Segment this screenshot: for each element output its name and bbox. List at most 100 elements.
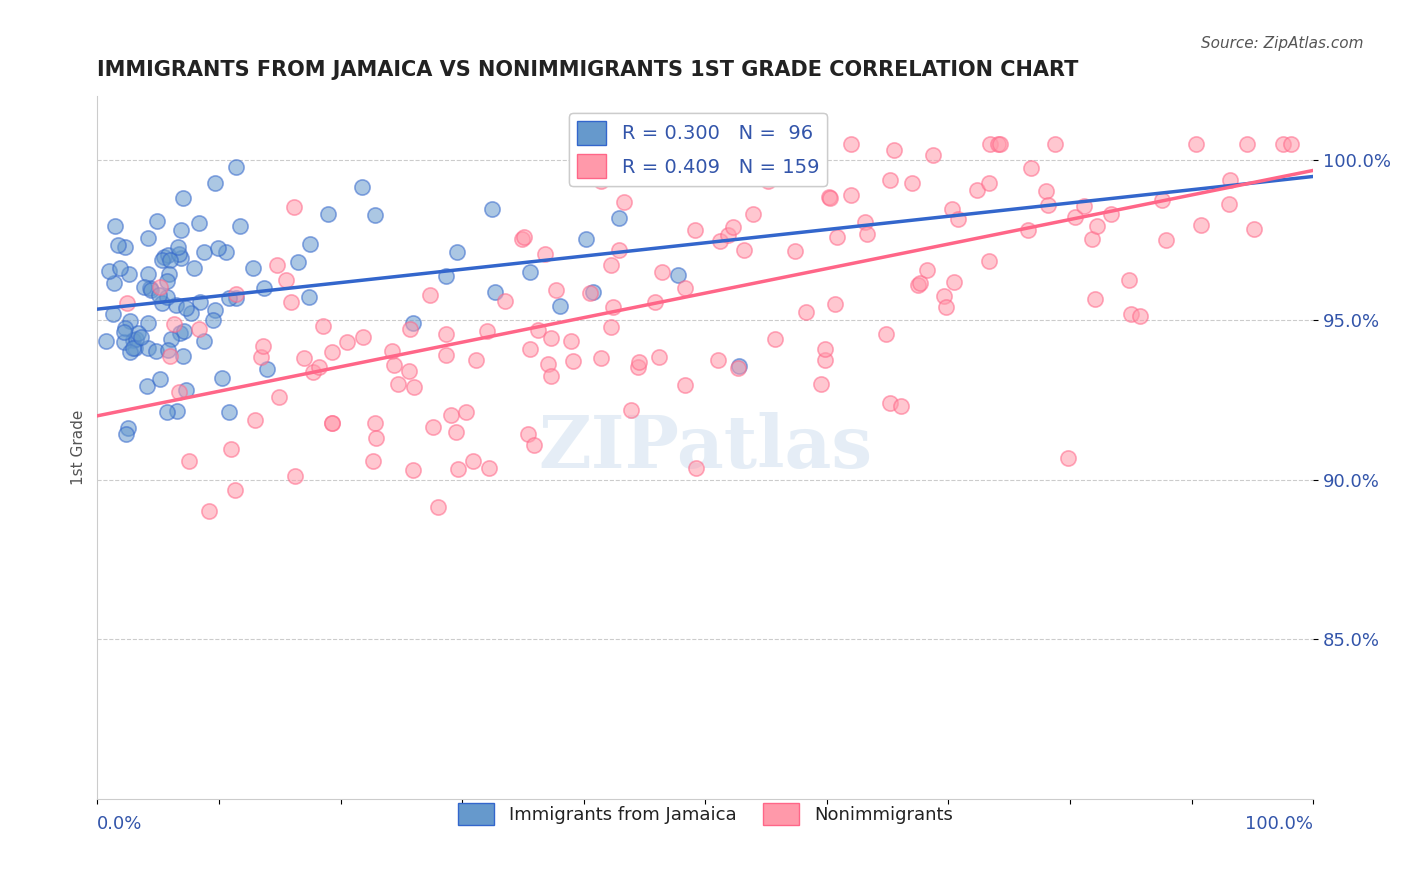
Point <box>921 148 943 162</box>
Point <box>312 318 335 333</box>
Point <box>464 352 486 367</box>
Point <box>298 290 321 304</box>
Point <box>136 267 159 281</box>
Point <box>1236 137 1258 152</box>
Point <box>825 229 848 244</box>
Point <box>934 289 956 303</box>
Point <box>148 288 170 302</box>
Point <box>519 342 541 356</box>
Point <box>478 461 501 475</box>
Point <box>156 405 179 419</box>
Point <box>875 326 897 341</box>
Point <box>966 183 988 197</box>
Point <box>387 376 409 391</box>
Point <box>651 265 673 279</box>
Point <box>187 216 209 230</box>
Point <box>1099 206 1122 220</box>
Point <box>146 214 169 228</box>
Point <box>673 281 696 295</box>
Point <box>120 313 142 327</box>
Point <box>727 361 749 376</box>
Point <box>1279 137 1302 152</box>
Point <box>250 350 273 364</box>
Point <box>302 365 325 379</box>
Point <box>1118 273 1140 287</box>
Point <box>758 163 780 178</box>
Point <box>174 301 197 315</box>
Point <box>169 246 191 260</box>
Point <box>122 333 145 347</box>
Point <box>910 276 932 290</box>
Point <box>402 380 425 394</box>
Point <box>855 227 877 241</box>
Point <box>1019 161 1042 176</box>
Point <box>157 267 180 281</box>
Point <box>941 202 963 217</box>
Point <box>440 409 463 423</box>
Point <box>917 263 939 277</box>
Point <box>225 160 247 174</box>
Point <box>513 230 536 244</box>
Point <box>172 191 194 205</box>
Point <box>398 364 420 378</box>
Point <box>165 298 187 312</box>
Point <box>114 320 136 334</box>
Point <box>607 211 630 225</box>
Point <box>115 296 138 310</box>
Text: Source: ZipAtlas.com: Source: ZipAtlas.com <box>1201 36 1364 51</box>
Point <box>644 295 666 310</box>
Point <box>1035 184 1057 198</box>
Point <box>110 261 132 276</box>
Point <box>167 240 190 254</box>
Point <box>673 377 696 392</box>
Point <box>112 325 135 339</box>
Point <box>124 341 146 355</box>
Point <box>148 372 170 386</box>
Point <box>218 405 240 419</box>
Point <box>519 264 541 278</box>
Point <box>274 273 297 287</box>
Point <box>987 137 1010 152</box>
Point <box>160 332 183 346</box>
Point <box>98 264 121 278</box>
Point <box>1271 137 1294 152</box>
Point <box>890 399 912 413</box>
Point <box>1218 197 1240 211</box>
Point <box>174 384 197 398</box>
Point <box>612 194 634 209</box>
Point <box>546 283 568 297</box>
Point <box>170 251 193 265</box>
Point <box>948 211 970 226</box>
Point <box>242 261 264 276</box>
Point <box>666 268 689 283</box>
Point <box>136 379 159 393</box>
Point <box>361 454 384 468</box>
Point <box>977 176 1000 190</box>
Point <box>1184 137 1206 152</box>
Point <box>602 300 624 314</box>
Point <box>979 137 1001 152</box>
Point <box>353 329 375 343</box>
Point <box>804 151 827 165</box>
Point <box>879 173 901 187</box>
Point <box>1073 199 1095 213</box>
Point <box>627 359 650 374</box>
Point <box>159 253 181 268</box>
Point <box>419 287 441 301</box>
Point <box>628 355 651 369</box>
Point <box>1243 222 1265 236</box>
Point <box>600 258 623 272</box>
Point <box>1038 198 1060 212</box>
Point <box>717 137 740 152</box>
Point <box>839 137 862 152</box>
Point <box>321 344 343 359</box>
Point <box>818 191 841 205</box>
Point <box>256 362 278 376</box>
Y-axis label: 1st Grade: 1st Grade <box>72 410 86 485</box>
Point <box>589 351 612 365</box>
Point <box>139 281 162 295</box>
Point <box>284 469 307 483</box>
Point <box>517 426 540 441</box>
Point <box>943 275 966 289</box>
Point <box>724 137 747 152</box>
